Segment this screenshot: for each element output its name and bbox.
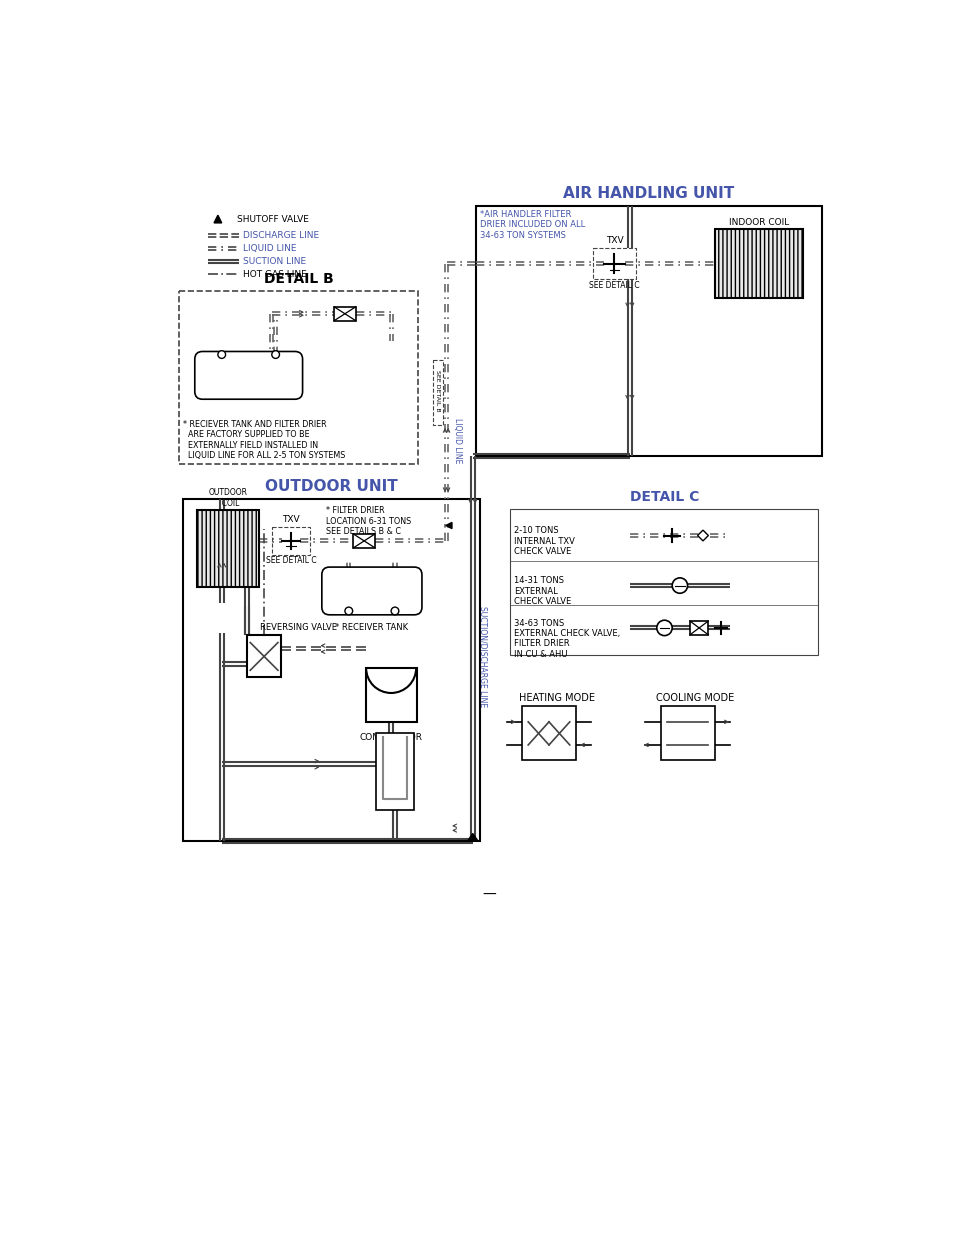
Text: HOT GAS LINE: HOT GAS LINE bbox=[242, 270, 306, 279]
Polygon shape bbox=[213, 215, 221, 222]
Text: DISCHARGE LINE: DISCHARGE LINE bbox=[242, 231, 318, 240]
Bar bbox=[366, 668, 416, 721]
Circle shape bbox=[391, 608, 398, 615]
Bar bbox=[521, 706, 576, 761]
Polygon shape bbox=[467, 834, 477, 841]
Text: * RECIEVER TANK AND FILTER DRIER
  ARE FACTORY SUPPLIED TO BE
  EXTERNALLY FIELD: * RECIEVER TANK AND FILTER DRIER ARE FAC… bbox=[183, 420, 345, 461]
Text: LIQUID LINE: LIQUID LINE bbox=[453, 419, 461, 463]
Text: COMPRESSOR: COMPRESSOR bbox=[359, 734, 422, 742]
Text: REVERSING VALVE: REVERSING VALVE bbox=[260, 622, 336, 632]
Bar bbox=[334, 306, 355, 321]
Bar bbox=[714, 228, 802, 299]
Text: * FILTER DRIER
LOCATION 6-31 TONS
SEE DETAILS B & C: * FILTER DRIER LOCATION 6-31 TONS SEE DE… bbox=[325, 506, 411, 536]
Text: INDOOR COIL: INDOOR COIL bbox=[728, 217, 788, 227]
Bar bbox=[272, 527, 310, 555]
Text: AIR HANDLING UNIT: AIR HANDLING UNIT bbox=[563, 186, 734, 201]
Circle shape bbox=[656, 620, 672, 636]
FancyBboxPatch shape bbox=[194, 352, 302, 399]
Circle shape bbox=[672, 578, 687, 593]
Text: SEE DETAIL C: SEE DETAIL C bbox=[266, 556, 316, 566]
Text: OUTDOOR
  COIL: OUTDOOR COIL bbox=[208, 488, 247, 508]
Text: 34-63 TONS
EXTERNAL CHECK VALVE,
FILTER DRIER
IN CU & AHU: 34-63 TONS EXTERNAL CHECK VALVE, FILTER … bbox=[514, 619, 620, 658]
Text: 2-10 TONS
INTERNAL TXV
CHECK VALVE: 2-10 TONS INTERNAL TXV CHECK VALVE bbox=[514, 526, 575, 556]
Bar bbox=[247, 635, 281, 677]
Text: TXV: TXV bbox=[605, 236, 622, 246]
Bar bbox=[689, 621, 708, 635]
Text: —: — bbox=[481, 888, 496, 902]
Text: OUTDOOR UNIT: OUTDOOR UNIT bbox=[265, 479, 397, 494]
Bar bbox=[197, 510, 258, 587]
Polygon shape bbox=[445, 522, 452, 529]
Bar bbox=[592, 248, 636, 279]
Bar bbox=[659, 706, 714, 761]
Circle shape bbox=[272, 351, 279, 358]
Bar bbox=[510, 509, 818, 655]
Text: SEE DETAIL B: SEE DETAIL B bbox=[435, 370, 439, 411]
Polygon shape bbox=[697, 530, 708, 541]
Bar bbox=[179, 290, 417, 464]
Text: *AIR HANDLER FILTER
DRIER INCLUDED ON ALL
34-63 TON SYSTEMS: *AIR HANDLER FILTER DRIER INCLUDED ON AL… bbox=[479, 210, 584, 240]
Bar bbox=[183, 499, 479, 841]
Text: TXV: TXV bbox=[282, 515, 299, 524]
Text: 14-31 TONS
EXTERNAL
CHECK VALVE: 14-31 TONS EXTERNAL CHECK VALVE bbox=[514, 577, 571, 606]
Text: SUCTION LINE: SUCTION LINE bbox=[242, 257, 305, 266]
Bar bbox=[476, 206, 821, 456]
Text: SHUTOFF VALVE: SHUTOFF VALVE bbox=[237, 215, 309, 224]
Text: HEATING MODE: HEATING MODE bbox=[518, 693, 594, 703]
Text: LIQUID LINE: LIQUID LINE bbox=[242, 243, 295, 253]
Text: SEE DETAIL C: SEE DETAIL C bbox=[589, 280, 639, 290]
Bar bbox=[353, 534, 375, 548]
Text: COOLING MODE: COOLING MODE bbox=[656, 693, 734, 703]
FancyBboxPatch shape bbox=[321, 567, 421, 615]
Bar bbox=[433, 359, 443, 425]
Text: DETAIL B: DETAIL B bbox=[264, 272, 334, 287]
Circle shape bbox=[217, 351, 225, 358]
Circle shape bbox=[345, 608, 353, 615]
Text: DETAIL C: DETAIL C bbox=[629, 490, 699, 504]
Text: SUCTION/DISCHARGE LINE: SUCTION/DISCHARGE LINE bbox=[478, 606, 487, 706]
Bar bbox=[375, 734, 414, 810]
Text: * RECEIVER TANK: * RECEIVER TANK bbox=[335, 622, 408, 631]
